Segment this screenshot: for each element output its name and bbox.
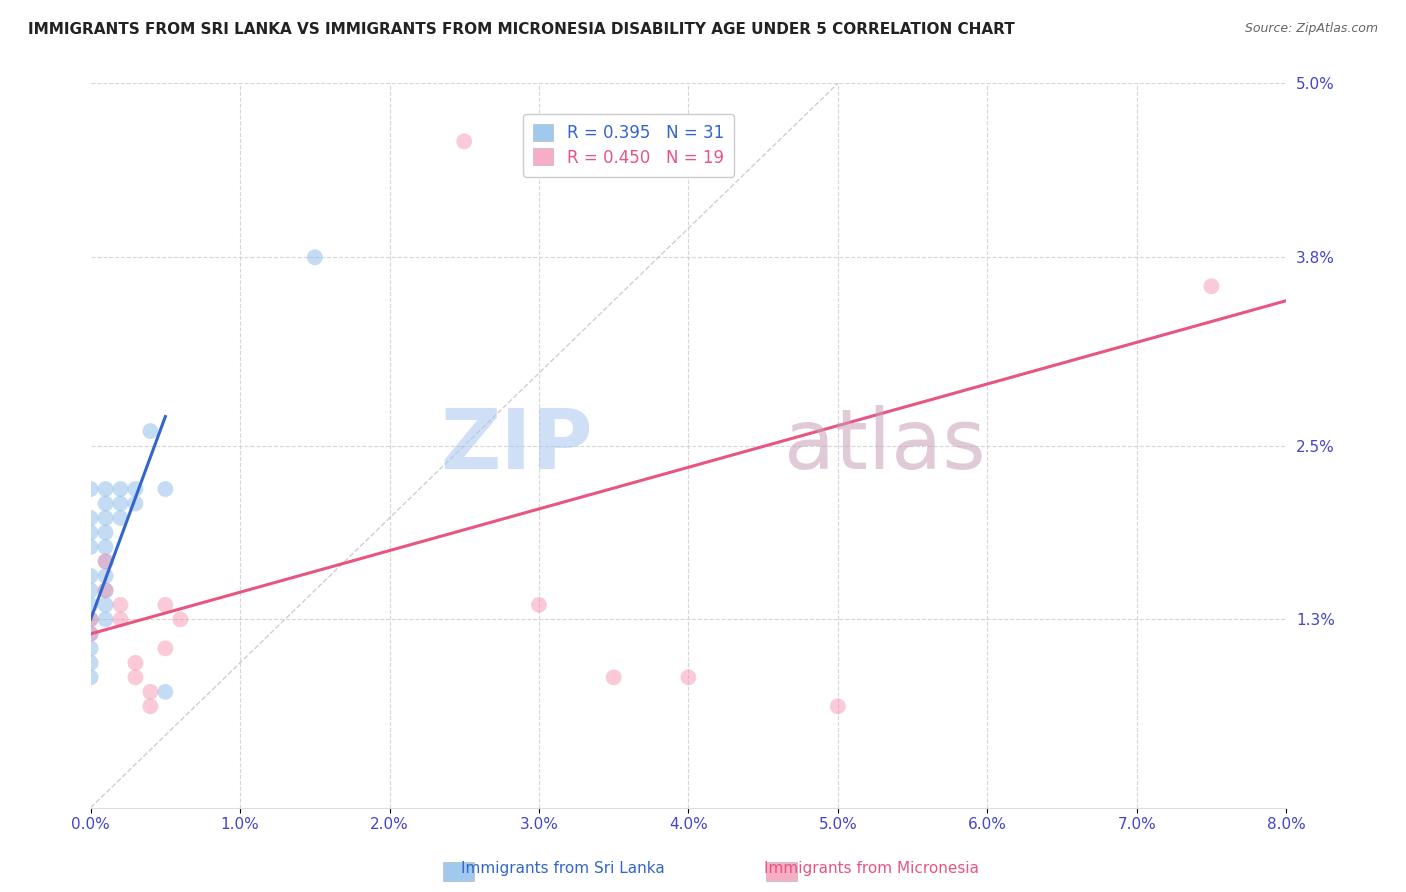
Point	[94, 540, 117, 554]
Point	[94, 511, 117, 525]
Point	[94, 583, 117, 598]
Point	[79, 612, 101, 626]
Point	[124, 496, 146, 510]
Point	[1201, 279, 1223, 293]
Point	[79, 670, 101, 684]
Point	[124, 670, 146, 684]
Point	[155, 641, 177, 656]
Point	[94, 525, 117, 540]
Text: ZIP: ZIP	[440, 405, 593, 486]
Point	[155, 482, 177, 496]
Point	[124, 656, 146, 670]
Point	[527, 598, 550, 612]
Point	[79, 656, 101, 670]
Point	[79, 627, 101, 641]
Point	[110, 511, 132, 525]
Point	[79, 540, 101, 554]
Point	[678, 670, 700, 684]
Text: IMMIGRANTS FROM SRI LANKA VS IMMIGRANTS FROM MICRONESIA DISABILITY AGE UNDER 5 C: IMMIGRANTS FROM SRI LANKA VS IMMIGRANTS …	[28, 22, 1015, 37]
Point	[602, 670, 624, 684]
Point	[110, 482, 132, 496]
Point	[139, 699, 162, 714]
Point	[79, 598, 101, 612]
Point	[79, 569, 101, 583]
Point	[155, 598, 177, 612]
Point	[827, 699, 849, 714]
Point	[79, 525, 101, 540]
Point	[94, 554, 117, 568]
Point	[94, 482, 117, 496]
Point	[79, 482, 101, 496]
Point	[79, 641, 101, 656]
Point	[169, 612, 191, 626]
Point	[139, 424, 162, 438]
Point	[110, 598, 132, 612]
Point	[94, 496, 117, 510]
Point	[110, 612, 132, 626]
Point	[304, 250, 326, 264]
Point	[94, 554, 117, 568]
Legend: R = 0.395   N = 31, R = 0.450   N = 19: R = 0.395 N = 31, R = 0.450 N = 19	[523, 113, 734, 177]
Point	[124, 482, 146, 496]
Text: atlas: atlas	[785, 405, 986, 486]
Point	[155, 685, 177, 699]
Point	[110, 496, 132, 510]
Text: Source: ZipAtlas.com: Source: ZipAtlas.com	[1244, 22, 1378, 36]
Point	[79, 627, 101, 641]
Point	[79, 583, 101, 598]
Point	[453, 134, 475, 148]
Point	[94, 612, 117, 626]
Text: Immigrants from Micronesia: Immigrants from Micronesia	[765, 861, 979, 876]
Point	[94, 598, 117, 612]
Point	[79, 511, 101, 525]
Point	[94, 569, 117, 583]
Point	[79, 612, 101, 626]
Text: Immigrants from Sri Lanka: Immigrants from Sri Lanka	[461, 861, 664, 876]
Point	[94, 583, 117, 598]
Point	[139, 685, 162, 699]
